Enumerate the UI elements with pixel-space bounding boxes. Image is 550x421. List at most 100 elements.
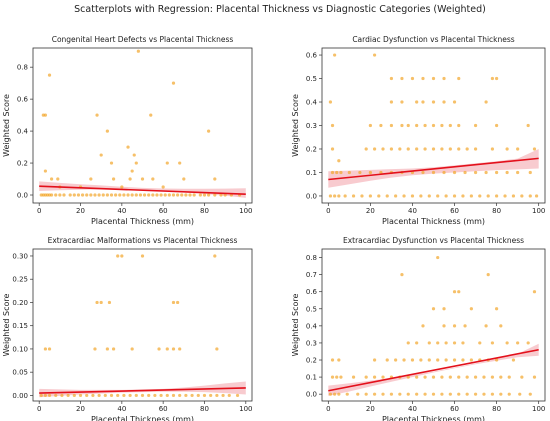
scatter-point bbox=[116, 393, 120, 398]
scatter-point bbox=[389, 123, 394, 128]
scatter-point bbox=[126, 145, 130, 149]
x-tick-label: 40 bbox=[408, 207, 417, 215]
scatter-point bbox=[118, 193, 122, 197]
scatter-point bbox=[235, 393, 240, 398]
y-axis-label: Weighted Score bbox=[2, 294, 11, 357]
scatter-point bbox=[178, 393, 182, 398]
scatter-point bbox=[465, 392, 469, 396]
scatter-point bbox=[436, 255, 440, 260]
scatter-point bbox=[381, 147, 385, 151]
y-tick-label: 0.05 bbox=[12, 369, 28, 377]
scatter-point bbox=[440, 392, 444, 396]
x-tick-label: 60 bbox=[450, 405, 459, 413]
scatter-point bbox=[389, 100, 394, 104]
plot-frame bbox=[32, 47, 253, 204]
y-tick-label: 0.8 bbox=[306, 254, 317, 262]
scatter-point bbox=[457, 76, 461, 81]
scatter-point bbox=[431, 307, 436, 311]
scatter-point bbox=[452, 324, 457, 328]
scatter-point bbox=[178, 347, 182, 351]
scatter-point bbox=[484, 324, 488, 328]
scatter-point bbox=[43, 169, 48, 173]
y-tick-label: 0.4 bbox=[17, 128, 29, 136]
scatter-point bbox=[505, 341, 509, 345]
scatter-point bbox=[358, 170, 362, 175]
scatter-point bbox=[442, 307, 446, 311]
scatter-point bbox=[176, 193, 180, 197]
scatter-point bbox=[114, 193, 118, 197]
y-tick-label: 0.00 bbox=[12, 392, 28, 400]
scatter-point bbox=[410, 358, 415, 362]
scatter-point bbox=[337, 159, 341, 163]
scatter-point bbox=[400, 100, 404, 104]
scatter-point bbox=[490, 341, 495, 345]
scatter-point bbox=[128, 177, 132, 181]
scatter-point bbox=[469, 307, 473, 311]
y-tick-label: 0.10 bbox=[12, 345, 28, 353]
x-tick-label: 100 bbox=[239, 405, 252, 413]
scatter-point bbox=[89, 177, 93, 181]
scatter-point bbox=[394, 194, 398, 198]
y-tick-label: 0.0 bbox=[306, 391, 317, 399]
scatter-point bbox=[421, 170, 425, 175]
scatter-point bbox=[116, 254, 120, 258]
scatter-point bbox=[457, 392, 461, 396]
scatter-point bbox=[520, 375, 524, 379]
scatter-point bbox=[368, 194, 372, 198]
scatter-point bbox=[400, 273, 404, 277]
scatter-point bbox=[182, 177, 186, 181]
scatter-point bbox=[516, 147, 520, 151]
scatter-point bbox=[505, 170, 509, 175]
scatter-point bbox=[528, 392, 532, 396]
scatter-point bbox=[478, 341, 482, 345]
y-tick-label: 0.8 bbox=[17, 64, 28, 72]
scatter-point bbox=[95, 300, 99, 305]
scatter-point bbox=[421, 324, 425, 328]
scatter-point bbox=[452, 170, 457, 175]
scatter-point bbox=[161, 185, 165, 189]
scatter-point bbox=[190, 393, 194, 398]
scatter-point bbox=[448, 392, 452, 396]
scatter-point bbox=[473, 375, 478, 379]
scatter-point bbox=[389, 147, 394, 151]
scatter-point bbox=[333, 392, 337, 396]
scatter-point bbox=[532, 290, 537, 294]
scatter-point bbox=[54, 393, 58, 398]
scatter-point bbox=[442, 76, 446, 81]
scatter-point bbox=[171, 393, 176, 398]
scatter-point bbox=[151, 177, 155, 181]
scatter-point bbox=[157, 347, 161, 351]
scatter-point bbox=[490, 392, 495, 396]
scatter-point bbox=[410, 194, 415, 198]
scatter-point bbox=[111, 177, 116, 181]
scatter-point bbox=[122, 393, 126, 398]
scatter-point bbox=[178, 161, 182, 165]
regression-line bbox=[39, 387, 246, 394]
scatter-point bbox=[372, 375, 377, 379]
scatter-point bbox=[431, 147, 436, 151]
scatter-point bbox=[130, 193, 134, 197]
y-tick-label: 0.6 bbox=[306, 52, 318, 60]
x-tick-label: 40 bbox=[408, 405, 417, 413]
scatter-point bbox=[85, 393, 89, 398]
scatter-point bbox=[372, 392, 377, 396]
scatter-point bbox=[215, 347, 219, 351]
x-tick-label: 40 bbox=[117, 207, 126, 215]
x-tick-label: 100 bbox=[239, 207, 252, 215]
confidence-band bbox=[39, 381, 246, 398]
scatter-point bbox=[440, 375, 444, 379]
scatter-point bbox=[159, 193, 163, 197]
scatter-point bbox=[457, 290, 461, 294]
scatter-point bbox=[495, 194, 499, 198]
scatter-point bbox=[149, 113, 153, 117]
x-tick-label: 20 bbox=[76, 405, 85, 413]
scatter-point bbox=[385, 194, 389, 198]
y-tick-label: 0.2 bbox=[17, 160, 28, 168]
scatter-point bbox=[54, 193, 58, 197]
scatter-point bbox=[47, 347, 52, 351]
scatter-point bbox=[171, 300, 176, 305]
y-tick-label: 0.3 bbox=[306, 339, 317, 347]
scatter-point bbox=[516, 170, 520, 175]
scatter-point bbox=[167, 193, 171, 197]
scatter-point bbox=[333, 194, 337, 198]
